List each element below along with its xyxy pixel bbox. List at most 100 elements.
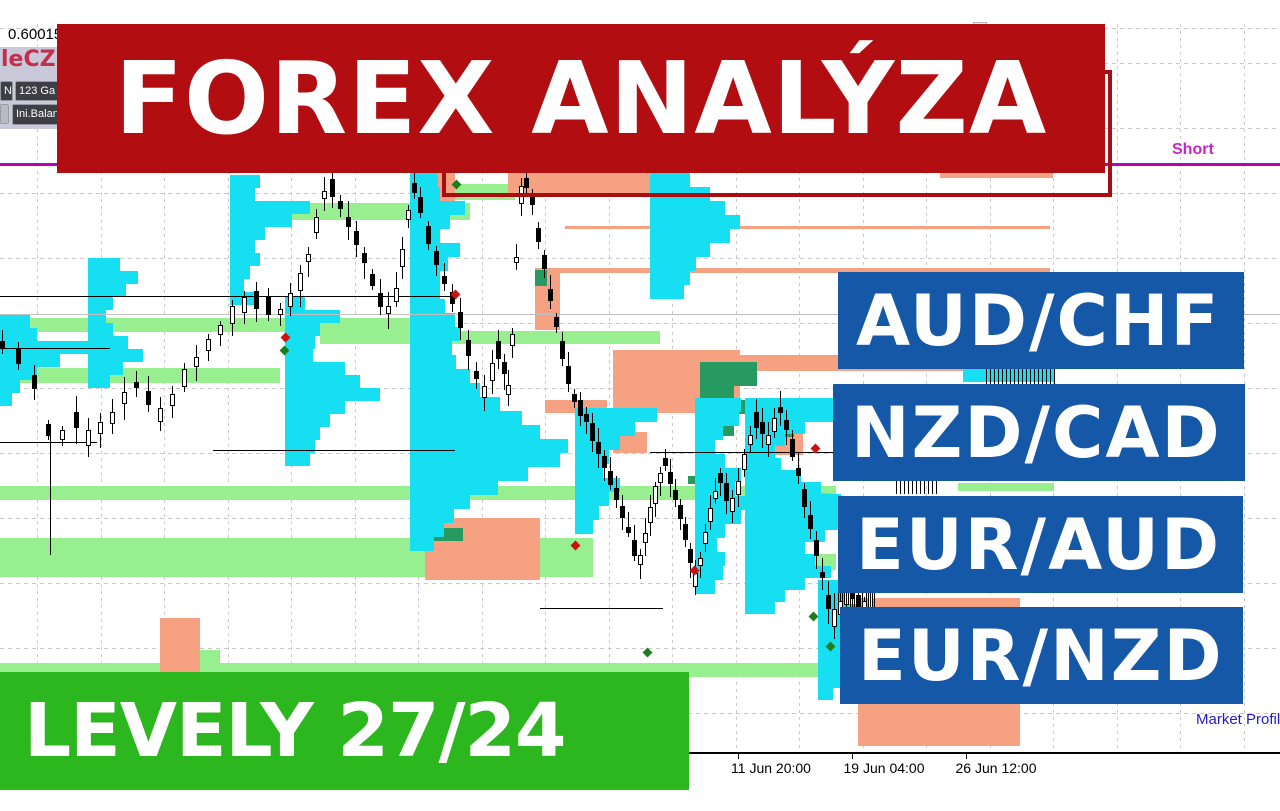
level-line bbox=[0, 348, 110, 349]
candle-body bbox=[713, 490, 718, 500]
zone-salmon bbox=[940, 171, 1053, 178]
candle-body bbox=[418, 196, 423, 214]
market-profile-row bbox=[230, 227, 265, 240]
candle-body bbox=[730, 497, 735, 512]
market-profile-row bbox=[575, 422, 635, 436]
market-profile-row bbox=[650, 243, 710, 257]
market-profile-row bbox=[88, 284, 126, 297]
candle-body bbox=[254, 291, 259, 309]
market-profile-row bbox=[695, 440, 715, 454]
candle-body bbox=[638, 554, 643, 566]
short-label: Short bbox=[1172, 141, 1214, 158]
market-profile-row bbox=[575, 464, 603, 478]
market-profile-row bbox=[695, 426, 723, 440]
market-profile-row bbox=[650, 285, 684, 299]
candle-body bbox=[496, 341, 501, 359]
level-line bbox=[0, 314, 1280, 315]
market-profile-row bbox=[0, 341, 88, 354]
x-axis-tick bbox=[966, 753, 967, 759]
market-profile-row bbox=[745, 506, 860, 518]
candle-body bbox=[614, 488, 619, 500]
market-profile-row bbox=[410, 411, 522, 425]
market-profile-row bbox=[410, 425, 540, 439]
candle-body bbox=[122, 391, 127, 405]
candle-body bbox=[362, 252, 367, 264]
grid-line-h bbox=[0, 583, 1280, 584]
pair-banner: AUD/CHF bbox=[838, 272, 1244, 369]
candle-body bbox=[778, 406, 783, 414]
market-profile-row bbox=[88, 297, 113, 310]
candle-body bbox=[748, 434, 753, 446]
candle-body bbox=[170, 394, 175, 406]
candle-body bbox=[602, 456, 607, 468]
candle-body bbox=[724, 482, 729, 502]
candle-body bbox=[808, 514, 813, 530]
x-axis-label: 19 Jun 04:00 bbox=[843, 760, 925, 776]
pair-banner-text: NZD/CAD bbox=[851, 391, 1222, 474]
candle-body bbox=[442, 276, 447, 284]
candle-body bbox=[434, 250, 439, 266]
zone-green bbox=[0, 368, 280, 383]
candle-body bbox=[718, 473, 723, 483]
candle-body bbox=[378, 293, 383, 307]
candle-body bbox=[482, 386, 487, 398]
toolbar-button-fragment-2[interactable] bbox=[0, 104, 9, 124]
candle-body bbox=[643, 533, 648, 543]
pair-banner-text: EUR/NZD bbox=[858, 614, 1224, 697]
market-profile-row bbox=[410, 523, 444, 537]
candle-body bbox=[60, 430, 65, 440]
candle-body bbox=[524, 178, 529, 188]
market-profile-row bbox=[650, 229, 730, 243]
market-profile-row bbox=[0, 354, 60, 367]
market-profile-row bbox=[745, 530, 825, 542]
market-profile-row bbox=[745, 458, 781, 470]
candle-body bbox=[218, 325, 223, 335]
candle-body bbox=[510, 333, 515, 347]
market-profile-row bbox=[745, 494, 841, 506]
candle-body bbox=[578, 400, 583, 416]
candle-body bbox=[584, 414, 589, 422]
market-profile-row bbox=[285, 375, 360, 388]
profile-value-area bbox=[688, 476, 698, 484]
candle-cluster bbox=[986, 365, 1058, 384]
market-profile-row bbox=[230, 188, 255, 201]
candle-body bbox=[406, 210, 411, 220]
x-axis-label: 11 Jun 20:00 bbox=[731, 760, 811, 776]
x-axis-tick bbox=[852, 753, 853, 759]
candle-body bbox=[572, 394, 577, 402]
market-profile-row bbox=[88, 362, 123, 375]
level-line bbox=[540, 608, 663, 609]
candle-body bbox=[802, 489, 807, 507]
candle-body bbox=[110, 411, 115, 425]
toolbar-button-fragment[interactable]: N bbox=[0, 81, 13, 101]
candle-body bbox=[554, 317, 559, 327]
candle-body bbox=[754, 411, 759, 429]
profile-value-area bbox=[535, 270, 547, 286]
market-profile-row bbox=[818, 652, 846, 664]
candle-body bbox=[648, 506, 653, 524]
candle-body bbox=[796, 467, 801, 477]
market-profile-row bbox=[745, 398, 860, 410]
candle-body bbox=[826, 594, 831, 610]
market-profile-row bbox=[88, 310, 106, 323]
candle-body bbox=[736, 480, 741, 496]
zone-salmon bbox=[565, 226, 1050, 229]
candle-body bbox=[394, 287, 399, 303]
market-profile-row bbox=[230, 175, 260, 188]
zone-green bbox=[320, 331, 660, 344]
candle-body bbox=[354, 231, 359, 245]
level-line bbox=[0, 296, 457, 297]
candle-body bbox=[322, 190, 327, 199]
title-banner: FOREX ANALÝZA bbox=[57, 24, 1105, 173]
candle-body bbox=[32, 375, 37, 389]
candle-body bbox=[514, 256, 519, 264]
candle-body bbox=[784, 419, 789, 431]
candle-body bbox=[653, 485, 658, 505]
market-profile-row bbox=[410, 537, 434, 551]
market-profile-row bbox=[88, 336, 128, 349]
x-axis-label: 26 Jun 12:00 bbox=[955, 760, 1037, 776]
market-profile-row bbox=[285, 427, 320, 440]
candle-wick bbox=[628, 512, 629, 538]
candle-body bbox=[400, 248, 405, 268]
market-profile-row bbox=[695, 496, 751, 510]
